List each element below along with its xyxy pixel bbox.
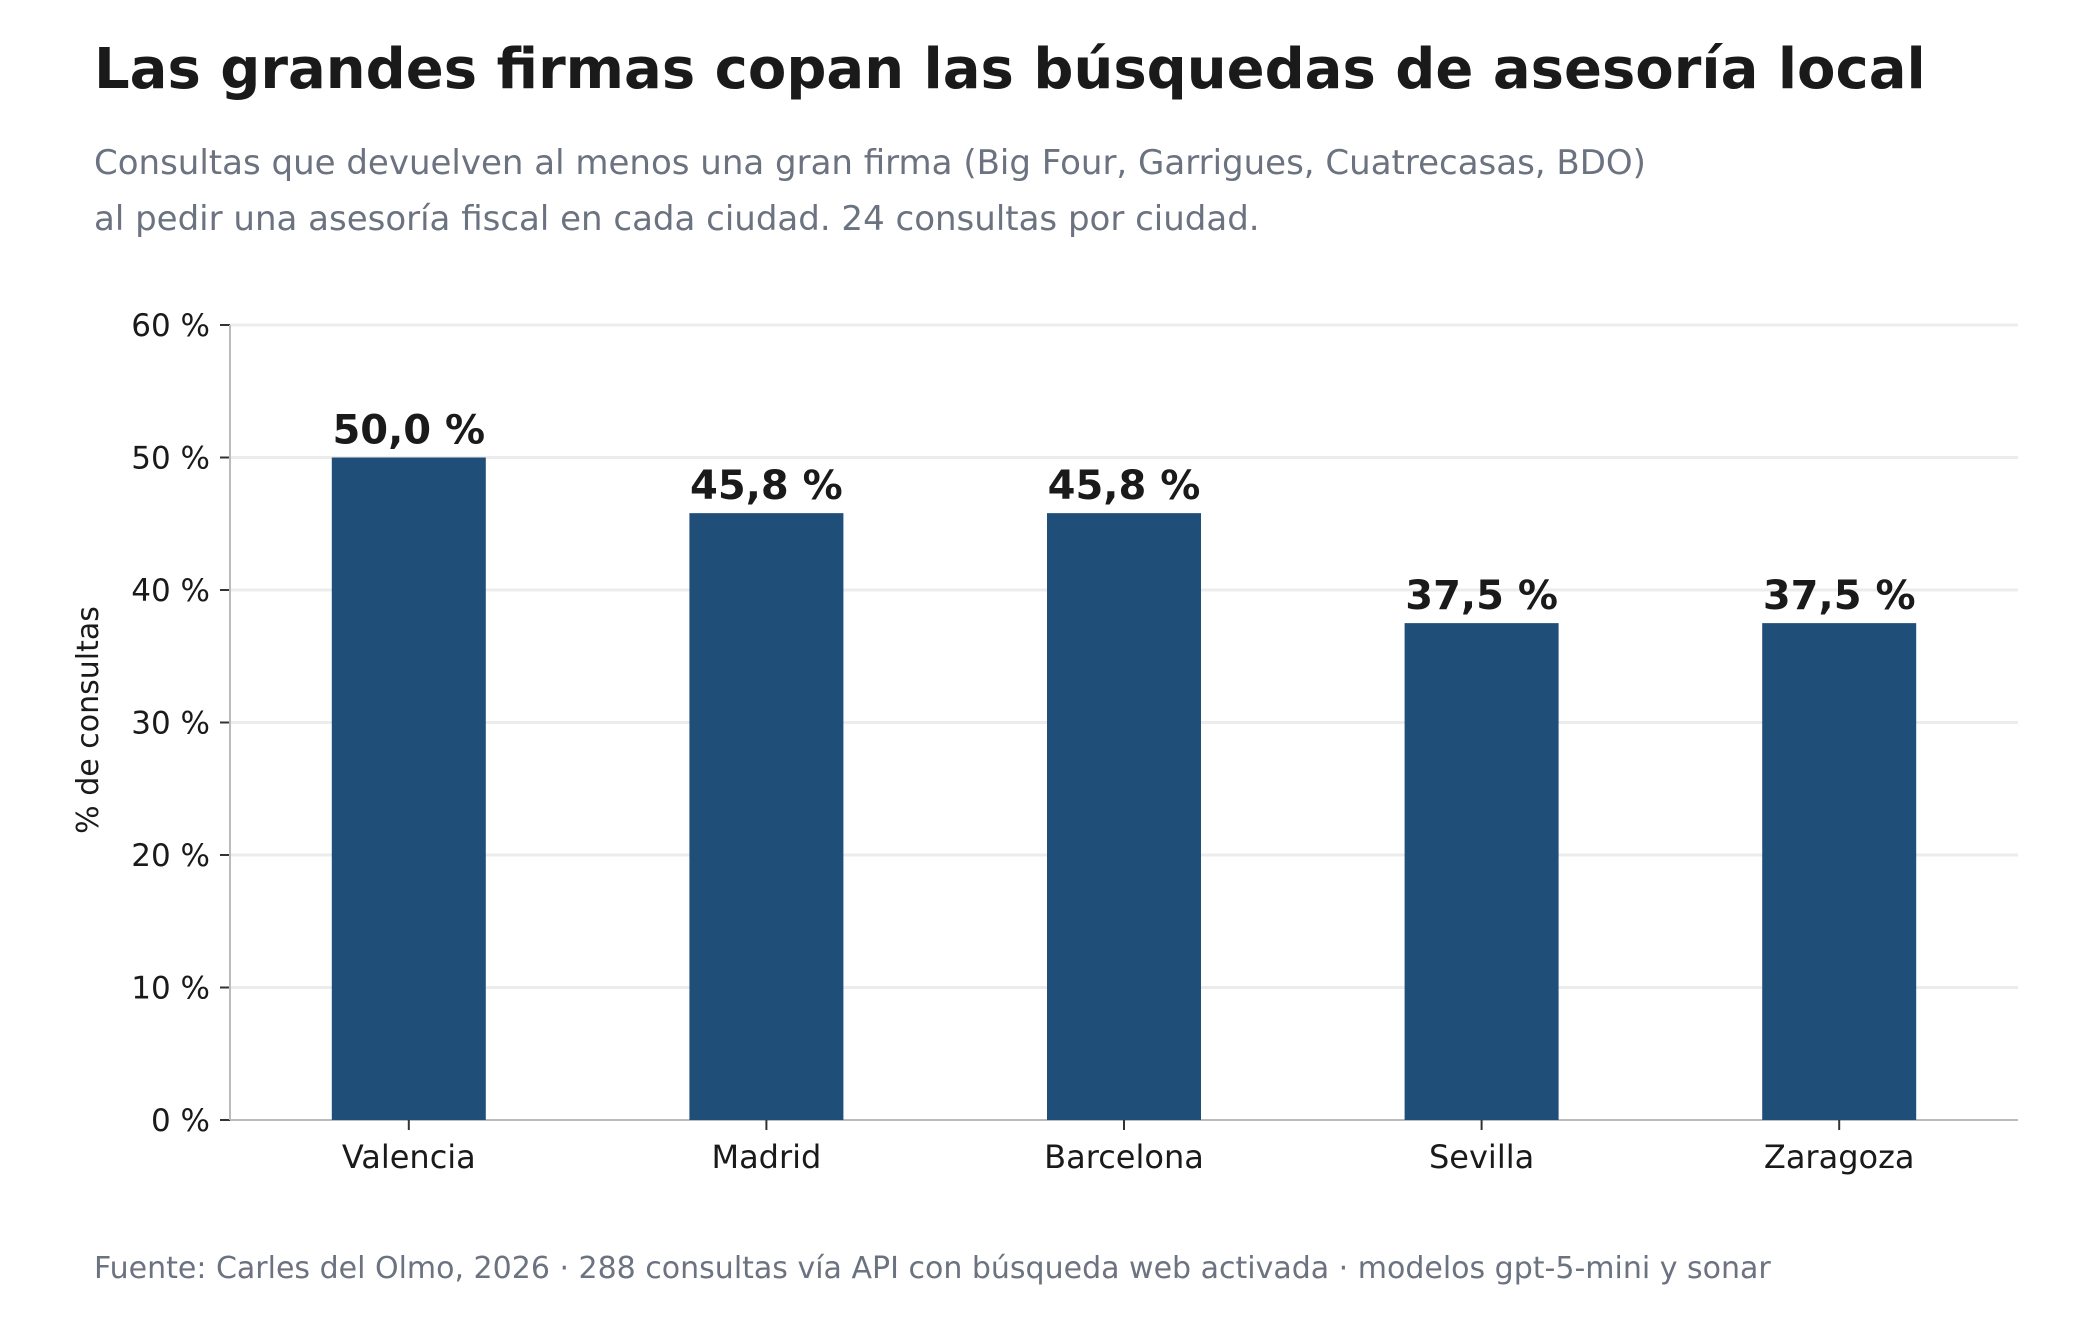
y-tick-label: 30 % — [131, 706, 210, 742]
source-note: Fuente: Carles del Olmo, 2026 · 288 cons… — [94, 1251, 1771, 1286]
chart-subtitle-line-1: Consultas que devuelven al menos una gra… — [94, 143, 1646, 183]
x-tick-label: Valencia — [342, 1138, 476, 1176]
bar-madrid — [689, 513, 844, 1120]
bar-value-label: 37,5 % — [1405, 573, 1558, 619]
bar-zaragoza — [1762, 623, 1917, 1120]
bar-sevilla — [1404, 623, 1559, 1120]
bar-value-label: 45,8 % — [690, 463, 843, 509]
y-tick-label: 0 % — [151, 1103, 210, 1139]
chart-title: Las grandes firmas copan las búsquedas d… — [94, 37, 1926, 102]
bar-barcelona — [1047, 513, 1201, 1120]
y-tick-label: 40 % — [131, 573, 210, 609]
bar-valencia — [331, 457, 486, 1120]
x-tick-label: Sevilla — [1429, 1138, 1534, 1176]
y-tick-label: 10 % — [131, 971, 210, 1007]
bar-value-label: 37,5 % — [1763, 573, 1916, 619]
y-axis-label: % de consultas — [71, 606, 106, 834]
bars: 50,0 % 45,8 % 45,8 % 37,5 % 37,5 % — [331, 408, 1917, 1120]
y-tick-label: 20 % — [131, 838, 210, 874]
x-tick-label: Zaragoza — [1764, 1138, 1915, 1176]
y-tick-label: 50 % — [131, 441, 210, 477]
x-tick-label: Madrid — [711, 1138, 821, 1176]
axes: 0 % 10 % 20 % 30 % 40 % 50 % 60 % Valencia Madri… — [131, 308, 2018, 1176]
bar-value-label: 45,8 % — [1048, 463, 1201, 509]
x-tick-label: Barcelona — [1044, 1138, 1204, 1176]
chart-subtitle-line-2: al pedir una asesoría fiscal en cada ciu… — [94, 199, 1260, 239]
bar-value-label: 50,0 % — [332, 408, 485, 454]
y-tick-label: 60 % — [131, 308, 210, 344]
